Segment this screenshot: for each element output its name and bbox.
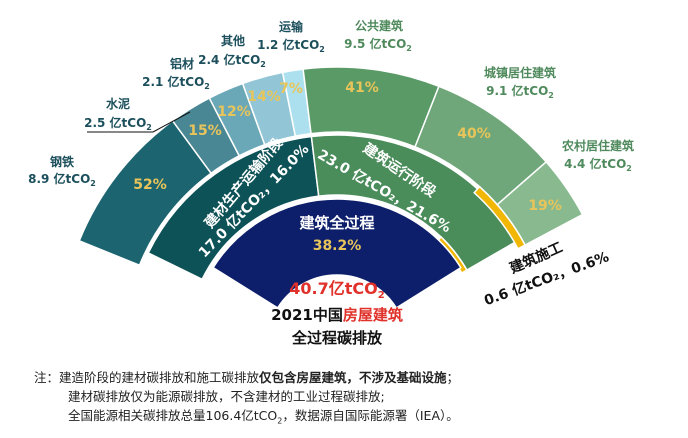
cement-leader-line-diag — [152, 111, 191, 133]
pct-urban: 40% — [457, 126, 491, 142]
footnote-line3-sub: 2 — [277, 416, 283, 426]
label-other-name: 其他 — [221, 33, 245, 48]
pct-other: 14% — [247, 89, 281, 105]
label-cement-name: 水泥 — [106, 96, 130, 111]
label-steel-name: 钢铁 — [50, 154, 74, 169]
footnote-line1-text: 建造阶段的建材碳排放和施工碳排放 — [59, 370, 260, 385]
label-cement-value: 2.5 亿tCO2 — [84, 115, 152, 132]
label-public-name: 公共建筑 — [355, 18, 403, 33]
segment-construction-outer — [473, 185, 527, 250]
chart-title-line1: 2021中国房屋建筑 — [271, 306, 403, 324]
chart-title-line2: 全过程碳排放 — [291, 329, 383, 347]
footnote-prefix: 注： — [34, 370, 60, 385]
footnote-line1-end: ； — [446, 370, 460, 385]
label-transport-name: 运输 — [279, 19, 304, 34]
pct-transport: 7% — [279, 81, 303, 97]
label-rural-value: 4.4 亿tCO2 — [564, 156, 632, 173]
label-urban-name: 城镇居住建筑 — [484, 65, 556, 80]
footnote: 注：建造阶段的建材碳排放和施工碳排放仅包含房屋建筑，不涉及基础设施； 建材碳排放… — [34, 368, 459, 431]
center-name: 建筑全过程 — [299, 214, 374, 232]
footnote-line3-end: ，数据源自国际能源署（IEA）。 — [282, 408, 459, 423]
pct-steel: 52% — [133, 177, 167, 193]
label-other-value: 2.4 亿tCO2 — [198, 52, 266, 69]
label-urban-value: 9.1 亿tCO2 — [486, 83, 554, 100]
pct-rural: 19% — [528, 198, 562, 214]
label-aluminum-value: 2.1 亿tCO2 — [142, 74, 210, 91]
footnote-line2: 建材碳排放仅为能源碳排放，不含建材的工业过程碳排放; — [68, 389, 385, 404]
footnote-line1-bold: 仅包含房屋建筑，不涉及基础设施 — [259, 370, 447, 385]
footnote-line1: 注：建造阶段的建材碳排放和施工碳排放仅包含房屋建筑，不涉及基础设施； — [34, 368, 459, 387]
label-transport-value: 1.2 亿tCO2 — [257, 37, 325, 54]
pct-public: 41% — [345, 80, 379, 96]
sunburst-chart: 钢铁 8.9 亿tCO2 水泥 2.5 亿tCO2 铝材 2.1 亿tCO2 其… — [28, 18, 634, 347]
footnote-line3: 全国能源相关碳排放总量106.4亿tCO2，数据源自国际能源署（IEA）。 — [34, 406, 459, 431]
label-steel-value: 8.9 亿tCO2 — [28, 171, 96, 188]
segment-center — [212, 198, 462, 309]
label-rural-name: 农村居住建筑 — [561, 138, 634, 153]
footnote-line3-text: 全国能源相关碳排放总量106.4亿tCO — [68, 408, 278, 423]
label-public-value: 9.5 亿tCO2 — [344, 36, 412, 53]
total-value: 40.7亿tCO2 — [289, 279, 384, 301]
pct-cement: 15% — [188, 123, 222, 139]
label-aluminum-name: 铝材 — [170, 56, 194, 71]
center-share: 38.2% — [313, 238, 362, 254]
pct-aluminum: 12% — [217, 104, 251, 120]
